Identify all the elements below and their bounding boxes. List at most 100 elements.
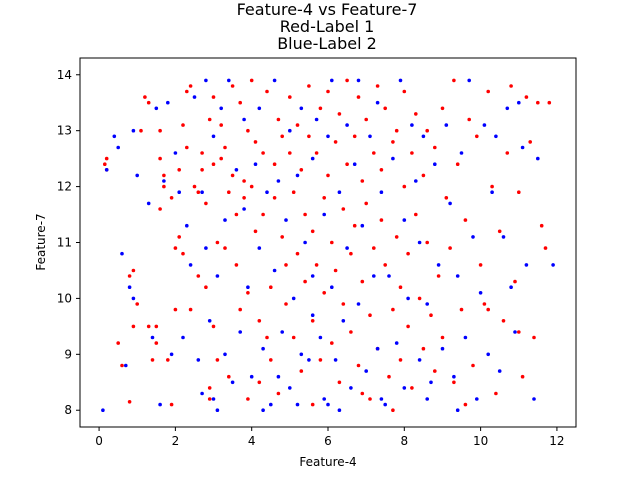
x-tick-label: 0	[95, 434, 103, 448]
point-series-1-92	[299, 168, 304, 172]
point-series-2-82	[368, 134, 372, 139]
point-series-2-87	[383, 402, 388, 407]
point-series-2-3	[112, 134, 117, 139]
point-series-1-48	[215, 240, 220, 245]
point-series-1-142	[394, 235, 399, 239]
point-series-1-164	[444, 196, 449, 200]
point-series-1-100	[314, 151, 319, 155]
point-series-1-52	[223, 145, 227, 150]
point-series-2-101	[429, 380, 433, 385]
point-series-2-137	[200, 391, 204, 396]
point-series-2-17	[169, 352, 174, 357]
point-series-1-39	[200, 151, 204, 155]
point-series-1-32	[185, 89, 189, 94]
point-series-1-66	[249, 78, 254, 83]
point-series-1-19	[158, 156, 162, 161]
point-series-2-32	[219, 106, 223, 111]
point-series-2-78	[356, 302, 361, 306]
point-series-1-117	[345, 162, 349, 166]
point-series-1-168	[455, 162, 460, 166]
point-series-1-178	[494, 391, 498, 396]
point-series-1-61	[238, 307, 242, 312]
point-series-1-11	[139, 128, 143, 133]
point-series-2-33	[223, 218, 227, 222]
point-series-2-50	[272, 78, 277, 83]
point-series-1-179	[497, 229, 502, 234]
point-series-2-117	[490, 190, 494, 194]
point-series-1-98	[310, 229, 315, 234]
point-series-1-199	[207, 397, 212, 401]
point-series-1-47	[211, 324, 216, 329]
point-series-2-104	[440, 346, 445, 351]
point-series-1-16	[154, 324, 159, 329]
point-series-1-136	[383, 106, 388, 111]
point-series-1-40	[200, 168, 204, 172]
point-series-1-157	[425, 240, 430, 245]
point-series-2-23	[192, 95, 197, 99]
point-series-2-1	[101, 408, 105, 413]
point-series-1-20	[158, 207, 162, 211]
point-series-1-166	[452, 78, 456, 83]
point-series-2-2	[104, 168, 109, 172]
point-series-2-139	[276, 374, 281, 379]
point-series-2-94	[406, 296, 410, 301]
point-series-1-33	[185, 145, 189, 150]
point-series-2-11	[146, 201, 151, 206]
x-tick-label: 8	[400, 434, 408, 448]
point-series-2-140	[310, 313, 315, 318]
point-series-1-112	[337, 112, 342, 116]
point-series-1-27	[173, 307, 178, 312]
point-series-2-27	[204, 78, 208, 83]
point-series-2-91	[398, 78, 403, 83]
point-series-1-105	[322, 291, 327, 295]
point-series-1-72	[261, 151, 265, 155]
point-series-1-125	[360, 279, 365, 284]
point-series-2-34	[223, 352, 227, 357]
point-series-2-14	[158, 402, 162, 407]
point-series-1-58	[234, 212, 239, 217]
point-series-2-103	[436, 263, 441, 267]
point-series-2-7	[127, 285, 132, 290]
point-series-1-90	[295, 123, 300, 127]
point-series-1-149	[410, 151, 414, 155]
point-series-1-51	[219, 123, 223, 127]
point-series-2-136	[455, 408, 460, 413]
point-series-2-135	[425, 397, 430, 401]
point-series-1-158	[429, 313, 433, 318]
point-series-1-34	[188, 84, 193, 88]
point-series-1-64	[246, 128, 250, 133]
point-series-1-161	[436, 274, 441, 278]
point-series-2-128	[536, 156, 540, 161]
point-series-2-66	[322, 212, 327, 217]
point-series-2-4	[116, 145, 120, 150]
point-series-1-4	[116, 341, 120, 345]
point-series-2-74	[345, 123, 349, 127]
point-series-2-114	[478, 291, 483, 295]
point-series-2-99	[421, 134, 426, 139]
y-tick-label: 10	[57, 291, 72, 305]
point-series-1-111	[333, 268, 338, 273]
point-series-1-193	[547, 100, 552, 105]
point-series-1-148	[406, 324, 410, 329]
point-series-1-126	[364, 117, 369, 122]
point-series-2-15	[162, 179, 166, 183]
point-series-1-30	[181, 123, 185, 127]
point-series-2-57	[295, 173, 300, 178]
point-series-1-73	[261, 212, 265, 217]
point-series-1-153	[417, 296, 422, 301]
point-series-2-123	[513, 330, 517, 334]
point-series-1-13	[146, 100, 151, 105]
point-series-1-44	[207, 386, 212, 390]
point-series-2-86	[379, 190, 384, 194]
point-series-1-196	[246, 397, 250, 401]
point-series-1-175	[482, 302, 487, 306]
point-series-2-20	[181, 335, 185, 340]
point-series-1-31	[181, 251, 185, 256]
point-series-2-49	[272, 268, 277, 273]
point-series-2-77	[352, 162, 357, 166]
point-series-1-167	[452, 380, 456, 385]
point-series-2-76	[349, 386, 353, 390]
point-series-2-43	[253, 162, 258, 166]
point-series-1-76	[269, 285, 273, 290]
plot-frame	[79, 57, 577, 428]
